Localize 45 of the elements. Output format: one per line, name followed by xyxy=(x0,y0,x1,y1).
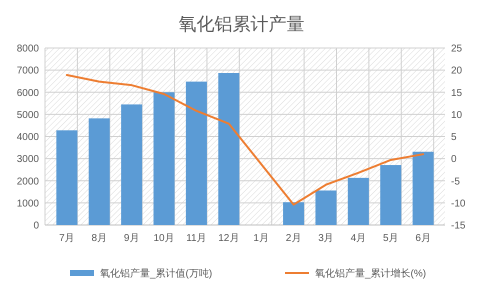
y-tick-label: 6000 xyxy=(16,88,40,99)
y-tick-label: 1000 xyxy=(16,198,40,210)
x-tick-label: 10月 xyxy=(153,233,175,244)
y-tick-label: 3000 xyxy=(16,154,40,166)
chart-title: 氧化铝累计产量 xyxy=(178,14,304,34)
y2-tick-label: 20 xyxy=(451,66,463,77)
y-tick-label: 0 xyxy=(33,220,40,232)
legend-label: 氧化铝产量_累计值(万吨) xyxy=(100,268,212,280)
x-tick-label: 1月 xyxy=(253,233,269,244)
bar xyxy=(56,130,78,225)
bar xyxy=(348,178,369,225)
bar xyxy=(154,92,175,225)
x-tick-label: 2月 xyxy=(286,233,302,244)
y2-tick-label: 15 xyxy=(451,88,463,99)
y2-tick-label: 10 xyxy=(451,110,463,121)
y-tick-label: 5000 xyxy=(16,110,40,121)
y2-tick-label: 0 xyxy=(451,154,457,166)
y-tick-label: 4000 xyxy=(16,132,40,143)
bar xyxy=(186,82,207,225)
legend-label: 氧化铝产量_累计增长(%) xyxy=(315,268,426,280)
x-tick-label: 6月 xyxy=(415,233,431,244)
y-tick-label: 8000 xyxy=(16,44,40,54)
y2-tick-label: 5 xyxy=(451,132,457,143)
bar xyxy=(121,104,142,225)
y2-tick-label: -10 xyxy=(451,198,466,210)
y2-tick-label: -15 xyxy=(451,220,466,232)
x-tick-label: 8月 xyxy=(91,233,108,244)
x-tick-label: 12月 xyxy=(218,233,240,244)
x-tick-label: 4月 xyxy=(350,233,366,244)
y2-tick-label: -5 xyxy=(451,176,460,188)
x-tick-label: 9月 xyxy=(124,233,140,244)
x-tick-label: 5月 xyxy=(382,233,399,244)
x-tick-label: 7月 xyxy=(59,233,75,244)
bar xyxy=(412,152,434,225)
y2-tick-label: 25 xyxy=(451,44,463,54)
x-tick-label: 11月 xyxy=(186,233,207,244)
bar xyxy=(218,73,240,225)
bar xyxy=(88,118,110,225)
line-series xyxy=(66,74,424,206)
bar xyxy=(380,165,402,225)
y-tick-label: 7000 xyxy=(16,66,40,77)
x-tick-label: 3月 xyxy=(318,233,334,244)
y-tick-label: 2000 xyxy=(16,176,40,188)
bar xyxy=(315,190,336,225)
bar xyxy=(283,202,304,225)
